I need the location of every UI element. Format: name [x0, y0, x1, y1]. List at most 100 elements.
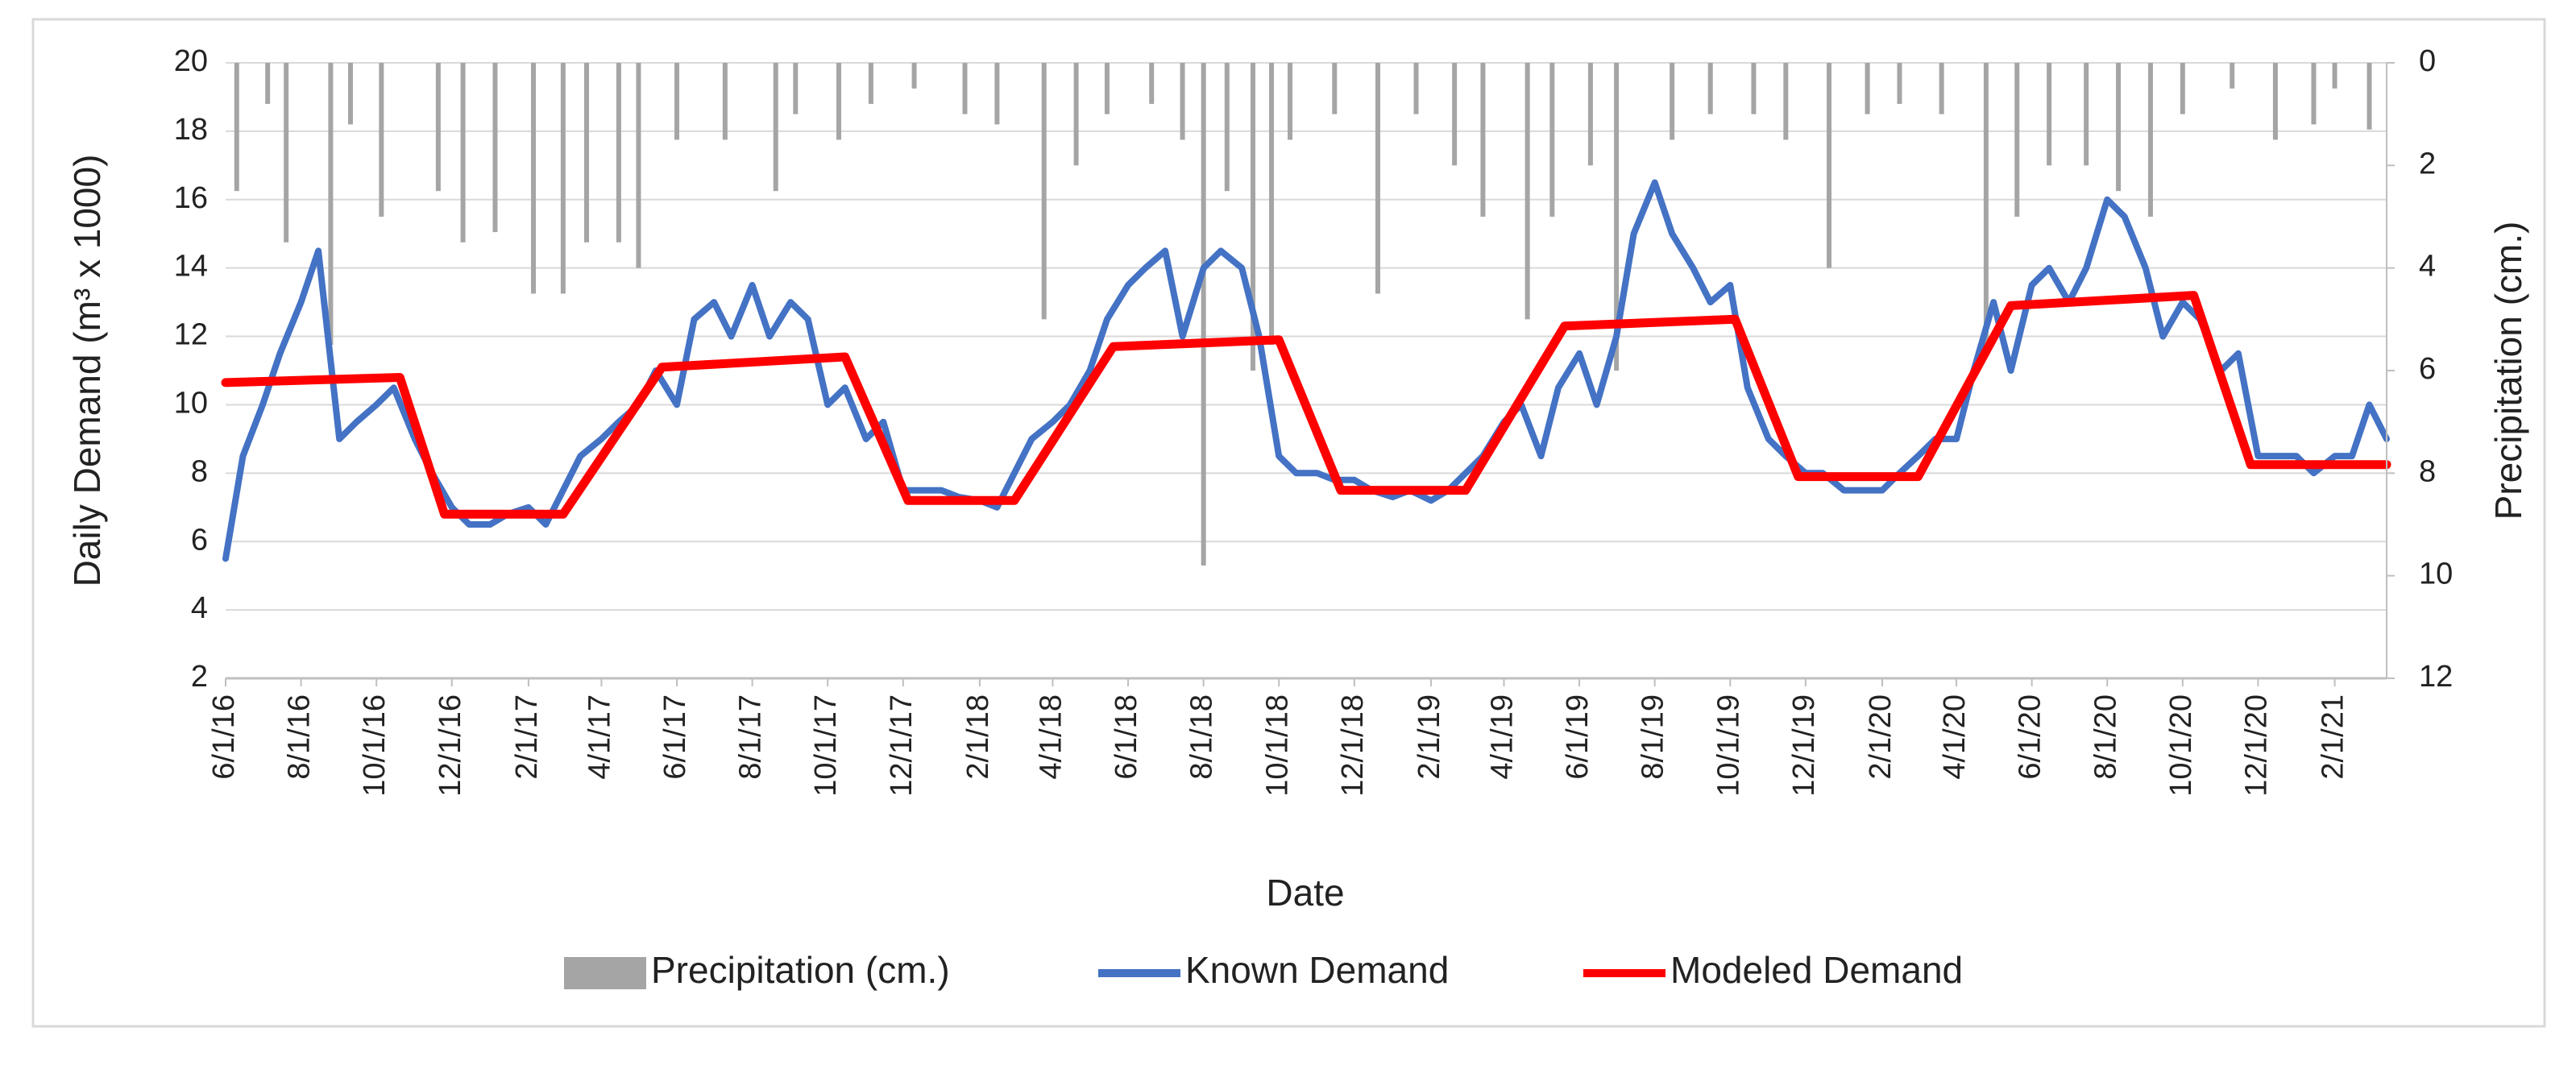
y-tick-label: 18 — [174, 113, 208, 147]
precipitation-bar — [2014, 63, 2020, 217]
precipitation-bar — [1104, 63, 1110, 114]
y2-tick-label: 0 — [2419, 44, 2436, 78]
precipitation-bar — [1224, 63, 1230, 192]
precipitation-bar — [773, 63, 778, 192]
x-tick-label: 6/1/20 — [2014, 694, 2047, 780]
x-tick-label: 12/1/19 — [1787, 694, 1821, 797]
precipitation-bar — [2116, 63, 2122, 192]
y2-axis-title: Precipitation (cm.) — [2487, 222, 2529, 520]
x-tick-label: 6/1/19 — [1561, 694, 1595, 780]
series-line — [222, 179, 2390, 562]
precipitation-bar — [2332, 63, 2337, 89]
precipitation-bar — [722, 63, 728, 140]
precipitation-bars — [234, 63, 2372, 566]
chart-border — [31, 18, 2546, 1028]
precipitation-bar — [1041, 63, 1047, 320]
precipitation-bar — [1549, 63, 1555, 217]
x-tick-label: 2/1/20 — [1864, 694, 1898, 780]
y-tick-label: 8 — [191, 454, 208, 488]
precipitation-bar — [1983, 63, 1989, 346]
y2-tick-label: 10 — [2419, 557, 2453, 591]
lines — [221, 179, 2391, 562]
y-axis-title: Daily Demand (m³ x 1000) — [66, 155, 108, 587]
precipitation-bar — [1288, 63, 1293, 140]
x-tick-label: 8/1/17 — [734, 694, 768, 780]
precipitation-bar — [1413, 63, 1419, 114]
x-tick-label: 10/1/19 — [1711, 694, 1745, 797]
y2-tick-label: 4 — [2419, 250, 2436, 284]
series-line — [221, 291, 2391, 519]
precipitation-bar — [616, 63, 621, 242]
precipitation-bar — [2230, 63, 2235, 89]
precipitation-bar — [1180, 63, 1185, 140]
precipitation-bar — [492, 63, 498, 233]
x-tick-label: 8/1/16 — [283, 694, 317, 780]
x-tick-label: 2/1/17 — [510, 694, 544, 780]
x-tick-label: 2/1/21 — [2317, 694, 2350, 780]
x-tick-label: 4/1/18 — [1034, 694, 1068, 780]
precipitation-bar — [836, 63, 842, 140]
y-tick-label: 16 — [174, 181, 208, 215]
precipitation-bar — [2311, 63, 2317, 125]
y2-tick-label: 2 — [2419, 147, 2436, 180]
precipitation-bar — [531, 63, 537, 294]
precipitation-bar — [2272, 63, 2278, 140]
precipitation-bar — [1827, 63, 1832, 268]
y-tick-label: 6 — [191, 523, 208, 557]
precipitation-bar — [1524, 63, 1530, 320]
precipitation-bar — [2084, 63, 2089, 166]
legend-label: Known Demand — [1185, 949, 1449, 991]
x-tick-label: 12/1/18 — [1336, 694, 1370, 797]
x-tick-label: 4/1/19 — [1486, 694, 1520, 780]
y-tick-label: 10 — [174, 386, 208, 420]
precipitation-bar — [1201, 63, 1206, 566]
precipitation-bar — [1707, 63, 1713, 114]
y-tick-label: 20 — [174, 44, 208, 78]
x-tick-label: 10/1/20 — [2164, 694, 2198, 797]
x-tick-label: 2/1/18 — [961, 694, 995, 780]
precipitation-bar — [1149, 63, 1155, 104]
x-tick-label: 10/1/17 — [809, 694, 843, 797]
precipitation-bar — [636, 63, 641, 268]
x-tick-label: 6/1/16 — [207, 694, 241, 780]
legend-label: Precipitation (cm.) — [651, 949, 950, 991]
precipitation-bar — [347, 63, 353, 125]
precipitation-bar — [962, 63, 968, 114]
precipitation-bar — [1251, 63, 1256, 371]
precipitation-bar — [1452, 63, 1458, 166]
precipitation-bar — [1670, 63, 1675, 140]
precipitation-bar — [1269, 63, 1275, 346]
precipitation-bar — [328, 63, 334, 346]
precipitation-bar — [2367, 63, 2372, 130]
x-axis-title: Date — [1266, 872, 1344, 914]
precipitation-bar — [1073, 63, 1079, 166]
legend: Precipitation (cm.) Known Demand Modeled D… — [564, 949, 1963, 991]
x-tick-label: 2/1/19 — [1412, 694, 1446, 780]
precipitation-bar — [2047, 63, 2052, 166]
x-tick-label: 8/1/20 — [2089, 694, 2122, 780]
y-tick-label: 2 — [191, 660, 208, 694]
x-tick-label: 4/1/20 — [1938, 694, 1972, 780]
precipitation-bar — [234, 63, 239, 192]
precipitation-bar — [793, 63, 799, 114]
x-tick-label: 8/1/19 — [1636, 694, 1670, 780]
precipitation-bar — [560, 63, 566, 294]
axes: 2 4 6 8 10 12 14 16 18 20 0 2 4 6 8 10 12 6/1/16 8/1/16 10/… — [174, 44, 2454, 797]
precipitation-bar — [1897, 63, 1902, 104]
x-tick-label: 6/1/18 — [1110, 694, 1143, 780]
precipitation-bar — [1614, 63, 1620, 371]
precipitation-bar — [460, 63, 466, 242]
x-tick-label: 12/1/17 — [885, 694, 919, 797]
precipitation-bar — [1939, 63, 1944, 114]
precipitation-bar — [265, 63, 271, 104]
y-tick-label: 12 — [174, 318, 208, 352]
precipitation-bar — [2147, 63, 2153, 217]
precipitation-bar — [868, 63, 873, 104]
y2-tick-label: 6 — [2419, 352, 2436, 386]
precipitation-bar — [2180, 63, 2185, 114]
x-tick-label: 12/1/16 — [433, 694, 467, 797]
x-tick-label: 12/1/20 — [2239, 694, 2273, 797]
precipitation-bar — [911, 63, 917, 89]
legend-label: Modeled Demand — [1670, 949, 1963, 991]
